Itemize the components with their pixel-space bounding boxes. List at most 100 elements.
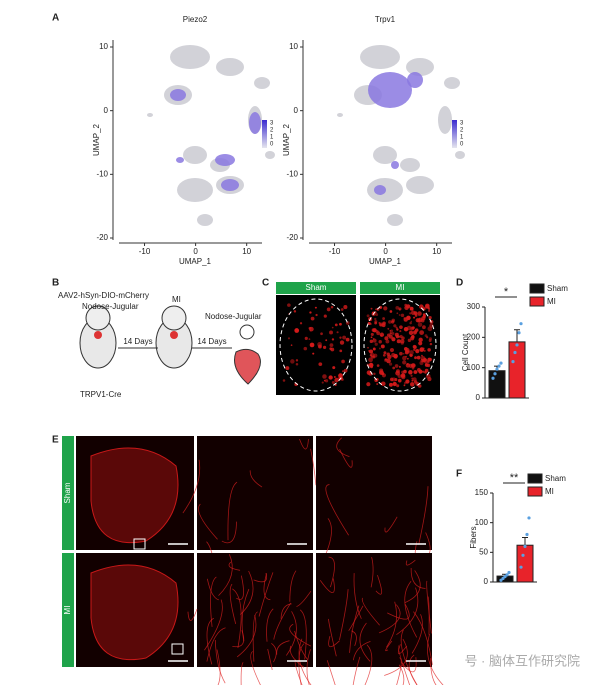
fiber [250, 651, 264, 690]
cell [385, 339, 390, 344]
bar [516, 544, 534, 583]
cell [389, 332, 392, 335]
cell [308, 338, 311, 341]
cell [417, 384, 422, 388]
y-axis-label: Cell Count [461, 333, 470, 371]
cell [401, 370, 405, 374]
cell [409, 353, 412, 357]
fiber [352, 641, 371, 661]
fiber [206, 617, 215, 665]
cell [422, 314, 426, 319]
micrograph [316, 553, 432, 667]
cell [417, 317, 423, 323]
cell [400, 313, 405, 318]
fiber [236, 575, 244, 600]
cluster [400, 158, 420, 172]
fiber [182, 459, 201, 514]
cell [429, 342, 433, 346]
fiber [228, 561, 241, 571]
fiber [229, 583, 237, 625]
cell [407, 338, 412, 343]
cell [412, 344, 417, 349]
cell [417, 322, 423, 327]
cell [378, 347, 381, 350]
cell [379, 323, 383, 327]
y-tick-label: 200 [467, 332, 481, 341]
heart [234, 348, 261, 385]
cell [399, 325, 403, 330]
cell [408, 370, 413, 375]
expression [407, 72, 423, 88]
significance: * [504, 286, 509, 298]
fiber [336, 437, 350, 458]
cell [368, 357, 373, 363]
fiber [249, 470, 263, 488]
cell [331, 380, 335, 385]
cell [398, 365, 401, 368]
y-tick-label: 100 [475, 518, 489, 527]
micrograph [197, 553, 313, 667]
cluster [170, 45, 210, 69]
fiber [299, 438, 309, 450]
data-point [513, 350, 517, 355]
scale-tick-label: 3 [460, 121, 464, 127]
cell [334, 323, 338, 327]
cell [383, 351, 387, 355]
cell [400, 373, 406, 378]
cell [378, 321, 381, 324]
cell [389, 347, 395, 353]
cell [321, 381, 324, 384]
fiber [296, 590, 312, 607]
cell [370, 332, 374, 336]
cell [339, 322, 342, 326]
cell [386, 358, 391, 364]
heart-section [90, 447, 179, 544]
cell [415, 349, 420, 354]
cell [395, 370, 400, 376]
fiber [252, 611, 258, 662]
y-axis-label: Fibers [469, 526, 478, 548]
cell [376, 383, 379, 386]
fiber [266, 608, 274, 642]
fiber [404, 581, 418, 638]
y-axis-label: UMAP_2 [282, 123, 291, 156]
panel-label: E [52, 435, 59, 446]
watermark: 号 · 脑体互作研究院 [464, 653, 580, 668]
fiber [375, 574, 383, 595]
cell [394, 364, 399, 368]
cell [368, 349, 374, 354]
cell [396, 328, 399, 331]
cell [402, 360, 407, 365]
cell [386, 333, 391, 337]
y-tick-label: 0 [484, 577, 489, 586]
cluster [360, 45, 400, 69]
cell [390, 377, 394, 382]
cell [382, 353, 386, 357]
cell [378, 340, 382, 344]
cluster [438, 106, 452, 134]
cell [410, 320, 413, 323]
fiber [359, 622, 371, 662]
cell [340, 308, 344, 311]
cell [390, 320, 395, 324]
fiber [378, 604, 401, 634]
cell [387, 327, 390, 330]
cell [322, 374, 327, 379]
y-tick-label: 0 [294, 106, 299, 115]
cell [375, 313, 379, 317]
cell [405, 355, 407, 358]
schematic-text: Nodose-Jugular [82, 302, 139, 311]
fiber [306, 649, 312, 690]
fiber [384, 516, 398, 533]
cell [368, 350, 370, 352]
cluster [216, 58, 244, 76]
fiber [396, 587, 419, 636]
data-point [511, 360, 515, 364]
fiber [413, 611, 433, 665]
cell [404, 303, 408, 307]
expression [170, 89, 186, 101]
cell [379, 332, 385, 337]
fiber [240, 662, 244, 690]
x-tick-label: 10 [432, 247, 441, 256]
color-scale [452, 120, 457, 148]
